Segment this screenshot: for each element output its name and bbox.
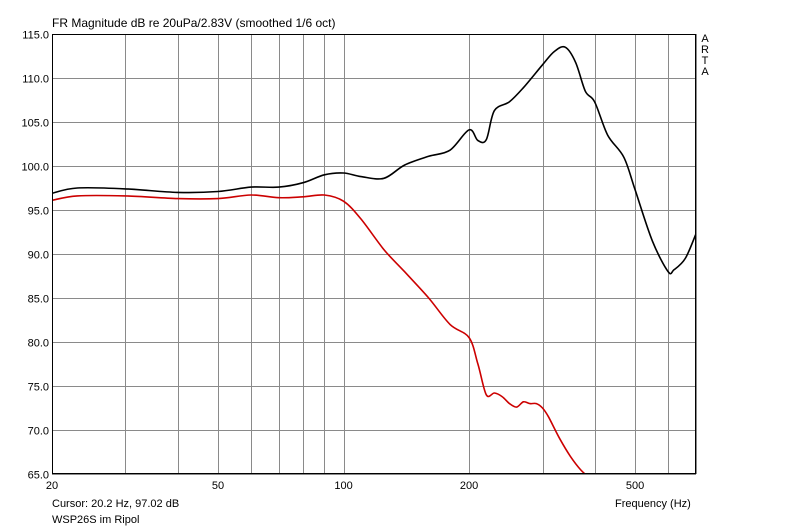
brand-letter: A bbox=[701, 66, 709, 78]
y-tick-label: 70.0 bbox=[28, 426, 49, 438]
y-tick-label: 75.0 bbox=[28, 382, 49, 394]
y-tick-label: 110.0 bbox=[22, 74, 49, 86]
series-line-2 bbox=[52, 194, 587, 474]
chart-title: FR Magnitude dB re 20uPa/2.83V (smoothed… bbox=[52, 16, 336, 30]
brand-letter: A bbox=[701, 33, 709, 45]
cursor-readout: Cursor: 20.2 Hz, 97.02 dB bbox=[52, 498, 180, 510]
y-tick-label: 90.0 bbox=[28, 250, 49, 262]
x-axis-label: Frequency (Hz) bbox=[615, 498, 691, 510]
y-tick-label: 85.0 bbox=[28, 294, 49, 306]
brand-letter: T bbox=[701, 55, 709, 67]
x-tick-label: 500 bbox=[626, 480, 644, 492]
x-tick-label: 100 bbox=[334, 480, 352, 492]
y-tick-label: 95.0 bbox=[28, 206, 49, 218]
y-tick-label: 115.0 bbox=[22, 30, 49, 42]
device-label: WSP26S im Ripol bbox=[52, 514, 140, 526]
arta-vertical-label: A R T A bbox=[698, 34, 712, 78]
y-tick-label: 100.0 bbox=[21, 162, 49, 174]
x-tick-label: 200 bbox=[460, 480, 478, 492]
y-tick-label: 80.0 bbox=[28, 338, 49, 350]
x-tick-label: 50 bbox=[212, 480, 224, 492]
x-tick-label: 20 bbox=[46, 480, 58, 492]
series-line-1 bbox=[52, 45, 696, 275]
brand-letter: R bbox=[701, 44, 709, 56]
y-tick-label: 105.0 bbox=[21, 118, 49, 130]
plot-frame bbox=[52, 34, 696, 474]
y-tick-label: 65.0 bbox=[28, 470, 49, 482]
